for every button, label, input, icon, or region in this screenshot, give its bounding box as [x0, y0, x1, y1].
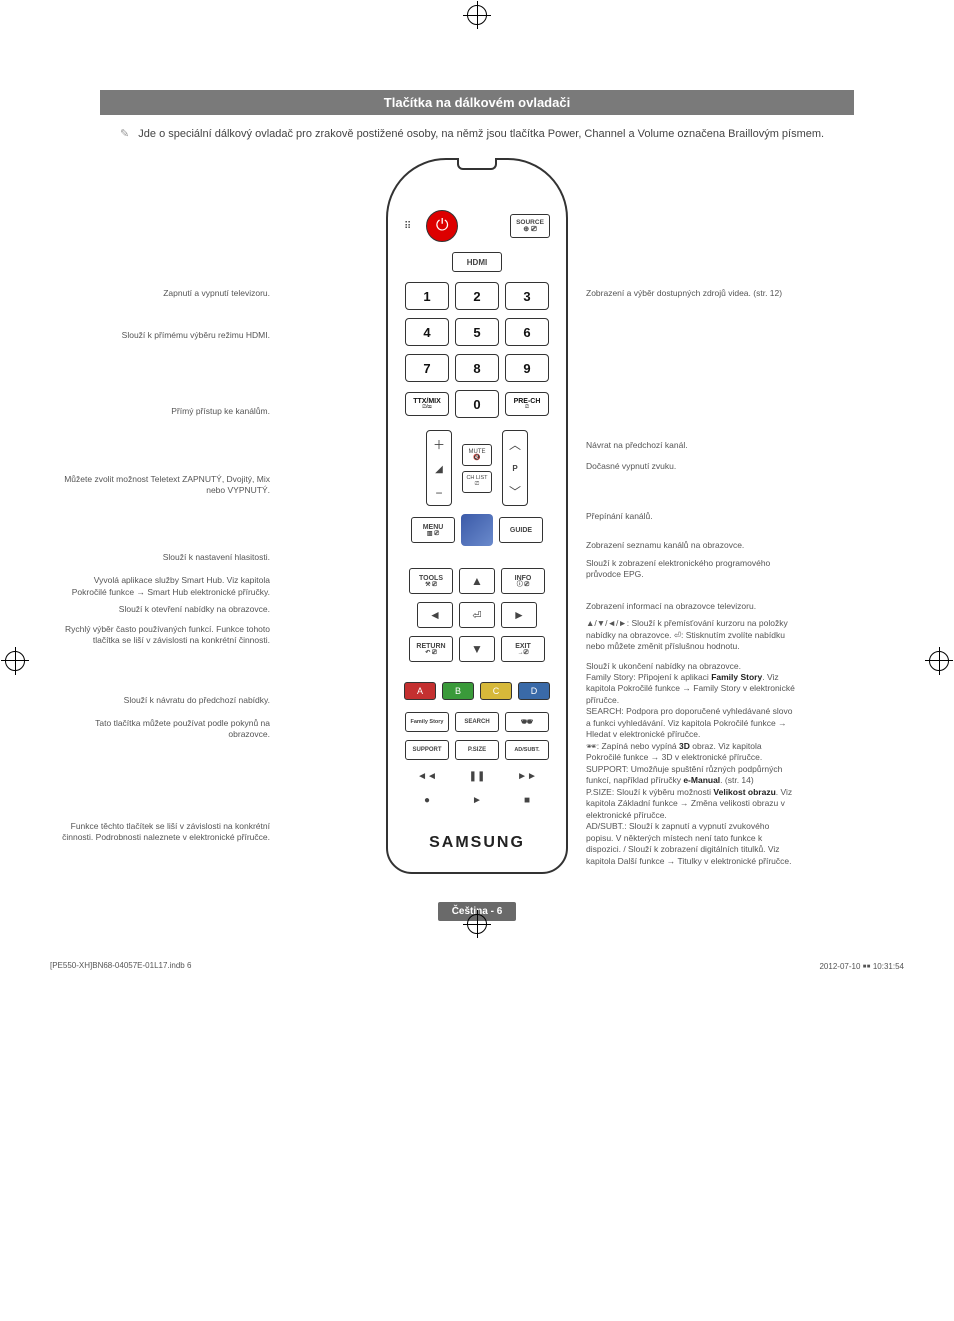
- label-volume: Slouží k nastavení hlasitosti.: [60, 552, 270, 563]
- color-a: A: [404, 682, 436, 700]
- arrow-left: ◄: [417, 602, 453, 628]
- braille-dots: ⠿: [404, 221, 410, 232]
- footer-right: 2012-07-10 ￭￭ 10:31:54: [819, 961, 904, 972]
- color-b: B: [442, 682, 474, 700]
- num-5: 5: [455, 318, 499, 346]
- hdmi-button: HDMI: [452, 252, 502, 272]
- support-button: SUPPORT: [405, 740, 449, 760]
- label-support: SUPPORT: Umožňuje spuštění různých podpů…: [586, 764, 796, 787]
- right-label-column: Zobrazení a výběr dostupných zdrojů vide…: [568, 158, 894, 874]
- label-guide: Slouží k zobrazení elektronického progra…: [586, 558, 796, 581]
- ttx-button: TTX/MIX⎚/⌧: [405, 392, 449, 416]
- left-label-column: Zapnutí a vypnutí televizoru. Slouží k p…: [60, 158, 386, 874]
- label-smarthub: Vyvolá aplikace služby Smart Hub. Viz ka…: [60, 575, 270, 598]
- menu-button: MENU▥ ⎚: [411, 517, 455, 543]
- intro-text: Jde o speciální dálkový ovladač pro zrak…: [138, 128, 824, 140]
- ch-up-icon: ︿: [509, 436, 521, 453]
- 3d-button: 🕶: [505, 712, 549, 732]
- search-button: SEARCH: [455, 712, 499, 732]
- label-colors: Tato tlačítka můžete používat podle poky…: [60, 718, 270, 741]
- label-prech: Návrat na předchozí kanál.: [586, 440, 796, 451]
- num-9: 9: [505, 354, 549, 382]
- ch-p-label: P: [512, 464, 517, 473]
- tools-button: TOOLS⚒ ⎚: [409, 568, 453, 594]
- guide-button: GUIDE: [499, 517, 543, 543]
- chlist-button: CH LIST⎚: [462, 471, 492, 493]
- enter-button: ⏎: [459, 602, 495, 628]
- label-search: SEARCH: Podpora pro doporučené vyhledáva…: [586, 706, 796, 740]
- info-button: INFOⓘ ⎚: [501, 568, 545, 594]
- label-power: Zapnutí a vypnutí televizoru.: [60, 288, 270, 299]
- registration-mark: [5, 651, 25, 671]
- footer: [PE550-XH]BN68-04057E-01L17.indb 6 2012-…: [40, 961, 914, 972]
- power-button: ⏻: [426, 210, 458, 242]
- num-7: 7: [405, 354, 449, 382]
- page-content: Tlačítka na dálkovém ovladači ✎ Jde o sp…: [40, 20, 914, 972]
- arrow-right: ►: [501, 602, 537, 628]
- exit-button: EXIT→⎚: [501, 636, 545, 662]
- rewind-button: ◄◄: [405, 768, 449, 784]
- num-6: 6: [505, 318, 549, 346]
- num-4: 4: [405, 318, 449, 346]
- label-tools: Rychlý výběr často používaných funkcí. F…: [60, 624, 270, 647]
- label-return: Slouží k návratu do předchozí nabídky.: [60, 695, 270, 706]
- label-numbers: Přímý přístup ke kanálům.: [60, 406, 270, 417]
- note-icon: ✎: [120, 127, 129, 142]
- samsung-logo: SAMSUNG: [402, 834, 552, 852]
- footer-left: [PE550-XH]BN68-04057E-01L17.indb 6: [50, 961, 191, 972]
- forward-button: ►►: [505, 768, 549, 784]
- vol-up-icon: ＋: [433, 436, 445, 453]
- num-0: 0: [455, 390, 499, 418]
- psize-button: P.SIZE: [455, 740, 499, 760]
- num-3: 3: [505, 282, 549, 310]
- num-8: 8: [455, 354, 499, 382]
- record-button: ●: [405, 792, 449, 808]
- volume-rocker: ＋ ◢ −: [426, 430, 452, 506]
- arrow-down: ▼: [459, 636, 495, 662]
- label-mute: Dočasné vypnutí zvuku.: [586, 461, 796, 472]
- label-ttx: Můžete zvolit možnost Teletext ZAPNUTÝ, …: [60, 474, 270, 497]
- color-d: D: [518, 682, 550, 700]
- label-source: Zobrazení a výběr dostupných zdrojů vide…: [586, 288, 796, 299]
- smarthub-button: [461, 514, 493, 546]
- adsubt-button: AD/SUBT.: [505, 740, 549, 760]
- arrow-up: ▲: [459, 568, 495, 594]
- prech-button: PRE-CH⎚: [505, 392, 549, 416]
- registration-mark: [929, 651, 949, 671]
- num-1: 1: [405, 282, 449, 310]
- label-adsubt: AD/SUBT.: Slouží k zapnutí a vypnutí zvu…: [586, 821, 796, 867]
- play-button: ►: [455, 792, 499, 808]
- label-hdmi: Slouží k přímému výběru režimu HDMI.: [60, 330, 270, 341]
- channel-rocker: ︿ P ﹀: [502, 430, 528, 506]
- vol-down-icon: −: [435, 486, 442, 500]
- label-transport: Funkce těchto tlačítek se liší v závislo…: [60, 821, 270, 844]
- label-arrows: ▲/▼/◄/►: Slouží k přemísťování kurzoru n…: [586, 618, 796, 652]
- section-title: Tlačítka na dálkovém ovladači: [100, 90, 854, 115]
- label-psize: P.SIZE: Slouží k výběru možnosti Velikos…: [586, 787, 796, 821]
- ir-window: [457, 158, 497, 170]
- registration-mark: [467, 914, 487, 934]
- source-button: SOURCE ⊕ ⎚: [510, 214, 550, 238]
- label-exit: Slouží k ukončení nabídky na obrazovce.: [586, 661, 796, 672]
- pause-button: ❚❚: [455, 768, 499, 784]
- return-button: RETURN↶ ⎚: [409, 636, 453, 662]
- stop-button: ■: [505, 792, 549, 808]
- mute-button: MUTE🔇: [462, 444, 492, 466]
- label-channel: Přepínání kanálů.: [586, 511, 796, 522]
- remote-control: ⠿ ⏻ SOURCE ⊕ ⎚ HDMI 1 2 3 4 5 6 7: [386, 158, 568, 874]
- label-info: Zobrazení informací na obrazovce televiz…: [586, 601, 796, 612]
- family-story-button: Family Story: [405, 712, 449, 732]
- label-family-story: Family Story: Připojení k aplikaci Famil…: [586, 672, 796, 706]
- label-menu: Slouží k otevření nabídky na obrazovce.: [60, 604, 270, 615]
- ch-down-icon: ﹀: [509, 483, 521, 500]
- label-chlist: Zobrazení seznamu kanálů na obrazovce.: [586, 540, 796, 551]
- label-3d: 🕶: Zapíná nebo vypíná 3D obraz. Viz kapi…: [586, 741, 796, 764]
- remote-diagram: Zapnutí a vypnutí televizoru. Slouží k p…: [60, 158, 894, 874]
- color-c: C: [480, 682, 512, 700]
- intro-paragraph: ✎ Jde o speciální dálkový ovladač pro zr…: [120, 127, 854, 142]
- num-2: 2: [455, 282, 499, 310]
